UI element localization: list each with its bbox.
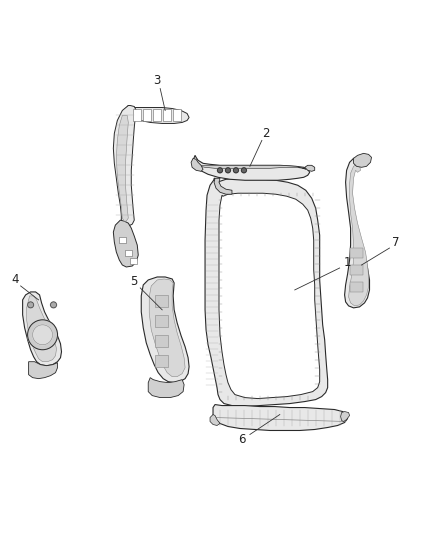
Polygon shape <box>119 237 126 243</box>
Polygon shape <box>219 193 320 399</box>
Polygon shape <box>341 411 350 422</box>
Circle shape <box>218 168 223 173</box>
Polygon shape <box>27 296 57 362</box>
Polygon shape <box>148 378 184 398</box>
Polygon shape <box>213 405 348 431</box>
Polygon shape <box>113 106 136 226</box>
Circle shape <box>28 320 57 350</box>
Polygon shape <box>353 154 371 167</box>
Polygon shape <box>350 282 363 292</box>
Polygon shape <box>113 220 138 267</box>
Polygon shape <box>163 109 171 122</box>
Text: 2: 2 <box>262 127 270 140</box>
Polygon shape <box>155 295 168 307</box>
Polygon shape <box>173 109 181 122</box>
Polygon shape <box>349 164 368 306</box>
Polygon shape <box>193 155 310 180</box>
Polygon shape <box>125 250 132 256</box>
Polygon shape <box>350 265 363 275</box>
Polygon shape <box>126 106 189 124</box>
Polygon shape <box>133 109 141 122</box>
Text: 5: 5 <box>131 276 138 288</box>
Circle shape <box>28 302 34 308</box>
Polygon shape <box>305 165 314 171</box>
Text: 1: 1 <box>344 255 351 269</box>
Text: 3: 3 <box>153 74 161 87</box>
Circle shape <box>241 168 247 173</box>
Text: 7: 7 <box>392 236 399 248</box>
Polygon shape <box>23 292 61 366</box>
Polygon shape <box>149 279 185 377</box>
Polygon shape <box>155 355 168 367</box>
Polygon shape <box>28 362 57 378</box>
Polygon shape <box>200 165 306 169</box>
Text: 4: 4 <box>11 273 18 286</box>
Polygon shape <box>155 335 168 347</box>
Polygon shape <box>345 158 370 308</box>
Polygon shape <box>214 178 232 194</box>
Polygon shape <box>153 109 161 122</box>
Polygon shape <box>191 158 203 171</box>
Circle shape <box>226 168 230 173</box>
Polygon shape <box>143 109 151 122</box>
Polygon shape <box>117 116 128 221</box>
Circle shape <box>50 302 57 308</box>
Circle shape <box>233 168 238 173</box>
Polygon shape <box>155 315 168 327</box>
Polygon shape <box>210 415 220 425</box>
Polygon shape <box>350 248 363 258</box>
Polygon shape <box>205 178 328 407</box>
Text: 6: 6 <box>238 433 246 446</box>
Polygon shape <box>130 258 137 264</box>
Circle shape <box>32 325 53 345</box>
Polygon shape <box>141 277 189 383</box>
